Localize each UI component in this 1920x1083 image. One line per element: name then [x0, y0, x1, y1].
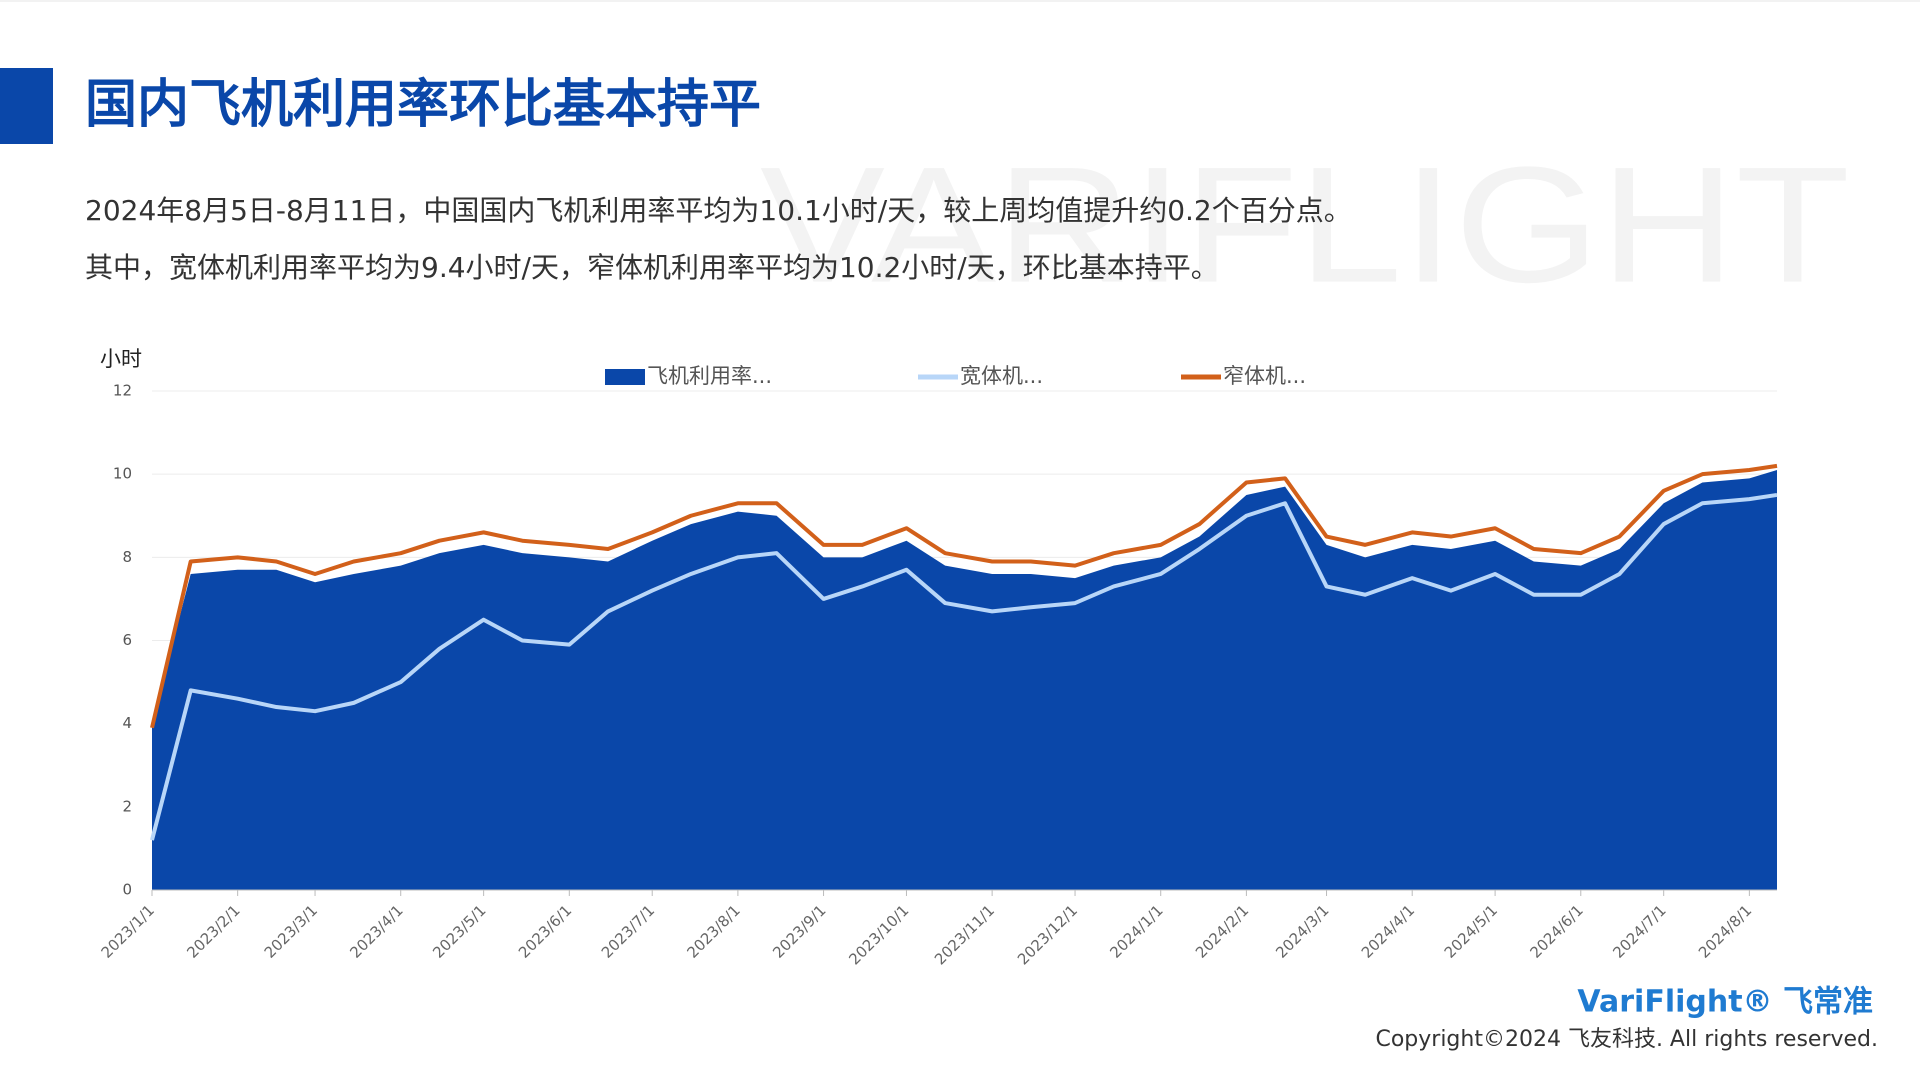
x-tick-label: 2023/3/1: [261, 901, 321, 961]
y-tick-label: 2: [122, 797, 132, 815]
x-tick-label: 2023/8/1: [684, 901, 744, 961]
x-tick-label: 2024/5/1: [1441, 901, 1501, 961]
x-tick-label: 2023/10/1: [845, 901, 912, 968]
x-tick-label: 2024/7/1: [1609, 901, 1669, 961]
legend-label: 窄体机...: [1223, 364, 1306, 388]
y-tick-label: 12: [113, 382, 132, 400]
area: [152, 470, 1777, 890]
x-tick-label: 2023/12/1: [1014, 901, 1081, 968]
x-tick-label: 2024/2/1: [1192, 901, 1252, 961]
y-tick-label: 10: [113, 465, 132, 483]
paragraph: 2024年8月5日-8月11日，中国国内飞机利用率平均为10.1小时/天，较上周…: [85, 194, 1352, 227]
legend-label: 飞机利用率...: [647, 364, 772, 388]
x-tick-label: 2023/4/1: [346, 901, 406, 961]
x-tick-label: 2024/3/1: [1272, 901, 1332, 961]
paragraph: 其中，宽体机利用率平均为9.4小时/天，窄体机利用率平均为10.2小时/天，环比…: [85, 251, 1219, 284]
line: [150, 492, 1778, 841]
copyright: Copyright©2024 飞友科技. All rights reserved…: [1375, 1027, 1878, 1052]
y-tick-label: 0: [122, 881, 132, 899]
y-tick-label: 8: [122, 548, 132, 566]
title-marker: [0, 68, 53, 144]
legend-swatch: [605, 369, 645, 385]
x-tick-label: 2024/8/1: [1695, 901, 1755, 961]
x-tick-label: 2023/5/1: [429, 901, 489, 961]
y-axis-label: 小时: [100, 347, 142, 371]
x-tick-label: 2024/4/1: [1358, 901, 1418, 961]
watermark: VARIFLIGHT: [760, 133, 1850, 317]
line: [150, 463, 1778, 729]
logo: VariFlight® 飞常准: [1577, 985, 1873, 1020]
x-tick-label: 2023/6/1: [515, 901, 575, 961]
x-tick-label: 2023/1/1: [98, 901, 158, 961]
y-tick-label: 6: [122, 631, 132, 649]
x-tick-label: 2024/6/1: [1526, 901, 1586, 961]
x-tick-label: 2023/11/1: [931, 901, 998, 968]
title: 国内飞机利用率环比基本持平: [85, 75, 761, 135]
legend-label: 宽体机...: [960, 364, 1043, 388]
y-tick-label: 4: [122, 714, 132, 732]
x-tick-label: 2023/9/1: [769, 901, 829, 961]
x-tick-label: 2023/2/1: [183, 901, 243, 961]
x-tick-label: 2023/7/1: [598, 901, 658, 961]
x-tick-label: 2024/1/1: [1106, 901, 1166, 961]
